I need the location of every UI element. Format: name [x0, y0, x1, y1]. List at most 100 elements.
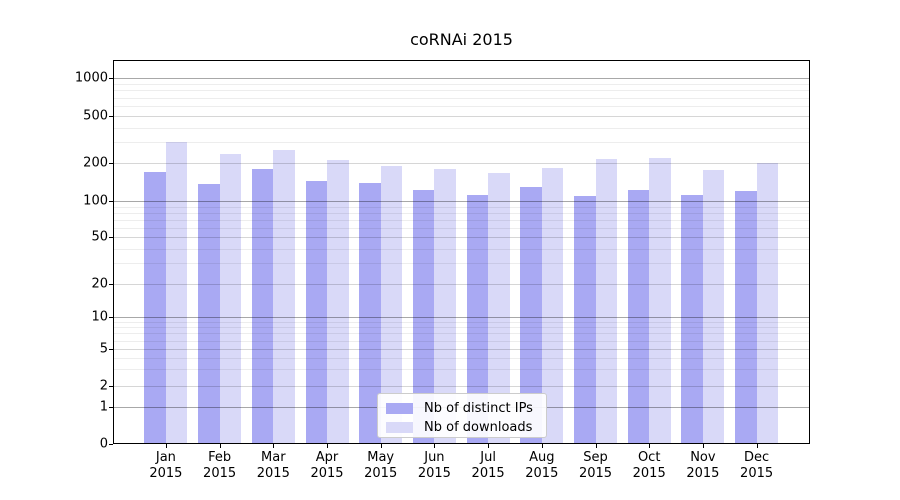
gridline-2: [114, 385, 809, 387]
bar-downloads-may: [380, 165, 403, 444]
gridline-minor: [114, 340, 809, 342]
gridline-minor: [114, 321, 809, 323]
bar-downloads-jun: [434, 169, 456, 444]
gridline-50: [114, 237, 809, 238]
gridline-minor: [114, 84, 809, 86]
legend-item-distinct-ips: Nb of distinct IPs: [386, 400, 538, 417]
bar-downloads-aug: [541, 168, 564, 444]
x-tick-label-feb: Feb 2015: [203, 450, 237, 481]
y-tick-label-2: 2: [99, 378, 108, 394]
y-tick-label-1000: 1000: [74, 70, 108, 86]
gridline-minor: [114, 248, 809, 250]
y-tick-label-50: 50: [91, 229, 108, 245]
y-tick-mark: [109, 284, 113, 286]
x-tick-mark: [434, 444, 436, 448]
x-tick-label-apr: Apr 2015: [310, 450, 344, 481]
legend-swatch-downloads: [386, 422, 413, 433]
x-tick-label-jan: Jan 2015: [149, 450, 183, 481]
legend-label-downloads: Nb of downloads: [424, 420, 533, 435]
bar-distinct-ips-may: [359, 182, 381, 444]
x-tick-mark: [702, 444, 704, 448]
x-tick-label-sep: Sep 2015: [578, 450, 613, 481]
x-tick-mark: [649, 444, 651, 448]
gridline-10: [114, 317, 809, 318]
y-tick-mark: [109, 163, 113, 165]
y-tick-mark: [109, 349, 113, 350]
y-tick-mark: [109, 317, 113, 318]
y-tick-mark: [109, 444, 113, 445]
gridline-minor: [114, 219, 809, 221]
bar-downloads-dec: [756, 163, 779, 444]
bar-distinct-ips-sep: [574, 196, 596, 444]
gridline-200: [114, 163, 809, 165]
y-tick-label-500: 500: [83, 108, 108, 124]
y-tick-label-5: 5: [99, 341, 108, 357]
y-tick-label-20: 20: [91, 276, 108, 292]
legend-item-downloads: Nb of downloads: [386, 419, 538, 436]
bar-distinct-ips-jan: [144, 172, 166, 444]
y-tick-mark: [109, 406, 113, 408]
y-tick-mark: [109, 116, 113, 117]
gridline-minor: [114, 142, 809, 144]
x-tick-mark: [756, 444, 758, 448]
gridline-500: [114, 116, 809, 117]
bar-downloads-sep: [595, 159, 617, 444]
bar-downloads-apr: [327, 159, 349, 444]
x-tick-mark: [165, 444, 167, 448]
bar-distinct-ips-feb: [198, 184, 220, 444]
gridline-minor: [114, 357, 809, 359]
bar-distinct-ips-mar: [251, 169, 274, 444]
bar-downloads-feb: [219, 153, 242, 444]
gridline-1000: [114, 78, 809, 80]
x-tick-mark: [219, 444, 221, 448]
y-tick-label-0: 0: [99, 436, 108, 452]
x-tick-mark: [273, 444, 275, 448]
x-tick-mark: [541, 444, 543, 448]
gridline-minor: [114, 212, 809, 214]
y-tick-mark: [109, 385, 113, 387]
bar-downloads-nov: [702, 169, 725, 444]
gridline-minor: [114, 127, 809, 129]
bar-downloads-jan: [165, 142, 188, 444]
x-tick-mark: [380, 444, 382, 448]
gridline-minor: [114, 106, 809, 108]
x-tick-label-aug: Aug 2015: [525, 450, 559, 481]
bar-distinct-ips-apr: [305, 180, 327, 444]
gridline-20: [114, 284, 809, 286]
gridline-minor: [114, 90, 809, 92]
y-tick-label-100: 100: [83, 193, 108, 209]
y-tick-mark: [109, 201, 113, 203]
gridline-minor: [114, 333, 809, 335]
x-tick-mark: [595, 444, 597, 448]
y-tick-mark: [109, 78, 113, 80]
bar-distinct-ips-aug: [520, 187, 542, 444]
y-tick-label-10: 10: [91, 309, 108, 325]
gridline-minor: [114, 263, 809, 265]
legend-swatch-distinct-ips: [386, 403, 413, 414]
y-tick-label-200: 200: [83, 155, 108, 171]
bar-distinct-ips-jun: [412, 189, 435, 444]
gridline-minor: [114, 327, 809, 329]
x-tick-label-dec: Dec 2015: [740, 450, 774, 481]
gridline-minor: [114, 227, 809, 229]
bar-downloads-jul: [488, 173, 510, 444]
x-tick-mark: [327, 444, 328, 448]
y-tick-mark: [109, 237, 113, 238]
bar-distinct-ips-dec: [735, 190, 757, 444]
x-tick-label-jul: Jul 2015: [471, 450, 505, 481]
legend: Nb of distinct IPs Nb of downloads: [377, 393, 547, 438]
x-tick-label-may: May 2015: [364, 450, 398, 481]
legend-label-distinct-ips: Nb of distinct IPs: [424, 401, 533, 416]
bar-distinct-ips-oct: [627, 189, 650, 444]
x-tick-mark: [488, 444, 490, 448]
bar-distinct-ips-nov: [681, 194, 703, 444]
bar-downloads-oct: [649, 157, 671, 444]
gridline-minor: [114, 369, 809, 371]
bar-downloads-mar: [273, 149, 295, 444]
x-tick-label-nov: Nov 2015: [686, 450, 720, 481]
gridline-5: [114, 349, 809, 350]
x-tick-label-oct: Oct 2015: [632, 450, 666, 481]
bar-distinct-ips-jul: [466, 194, 489, 444]
x-tick-label-jun: Jun 2015: [417, 450, 451, 481]
